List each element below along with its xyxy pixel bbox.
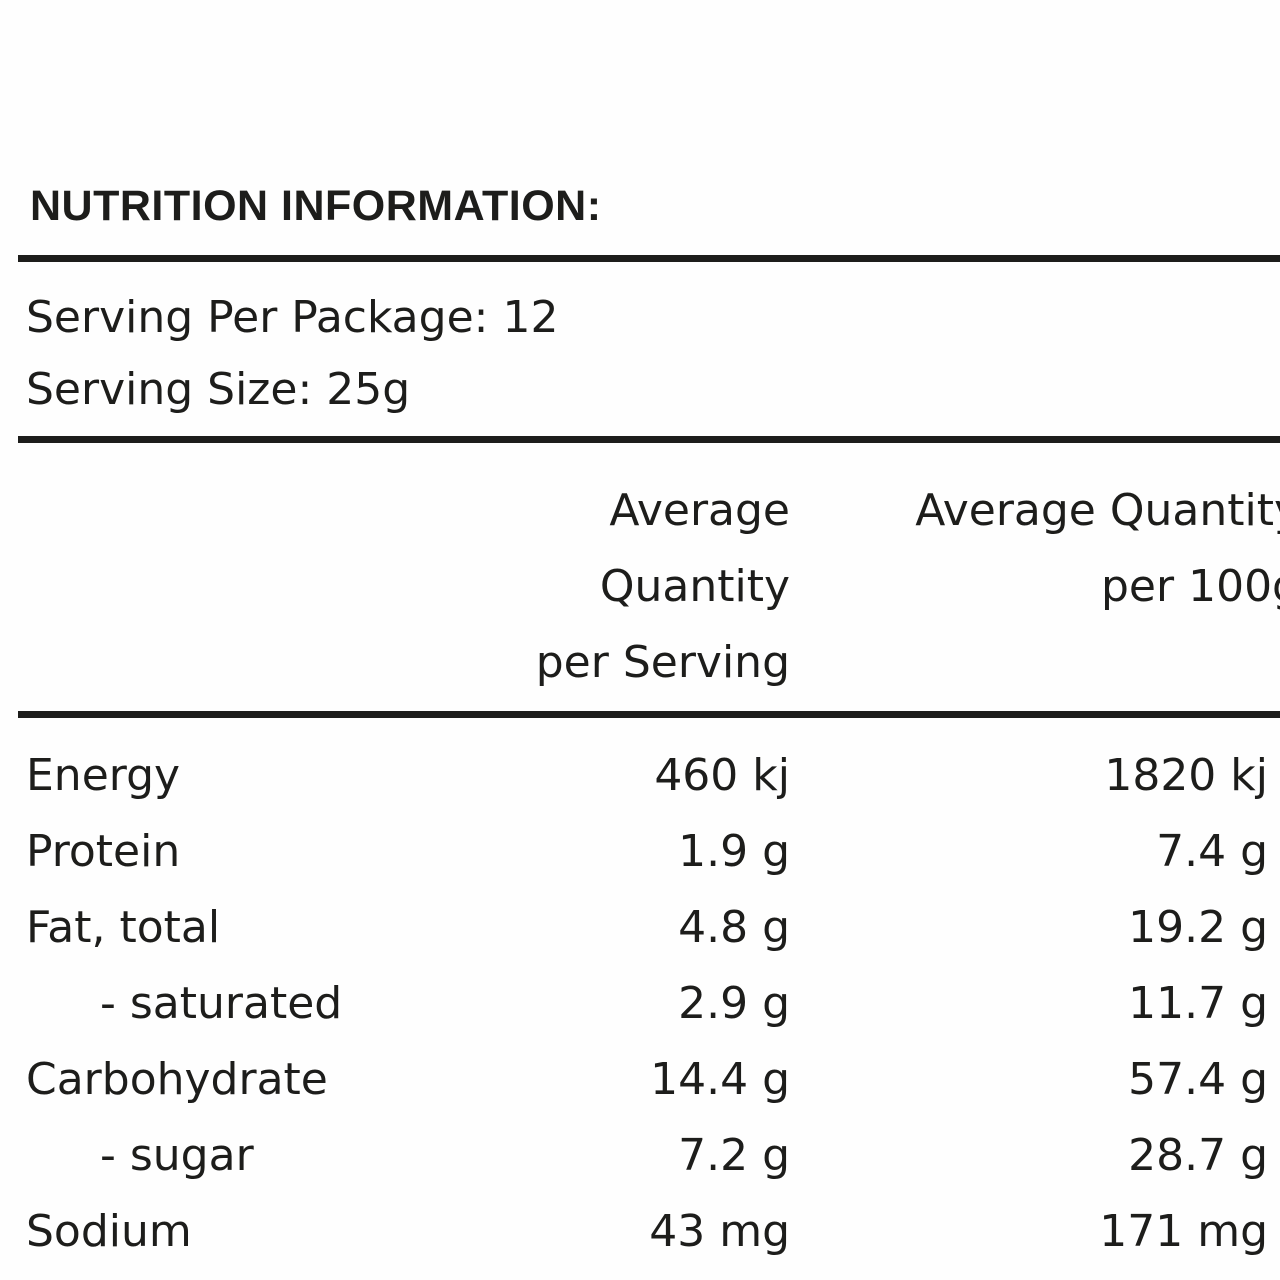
per-100g-value: 19.2 g	[1128, 902, 1268, 953]
table-header-row: Average Quantity per Serving Average Qua…	[0, 443, 1280, 711]
page-title: NUTRITION INFORMATION:	[30, 182, 602, 230]
divider-top	[18, 255, 1280, 262]
per-100g-value: 7.4 g	[1156, 826, 1268, 877]
nutrient-label: Fat, total	[26, 902, 221, 953]
nutrient-label: Carbohydrate	[26, 1054, 328, 1105]
serving-info: Serving Per Package: 12 Serving Size: 25…	[0, 262, 1280, 436]
header-per-serving-line2: per Serving	[535, 637, 790, 688]
header-per-serving: Average Quantity per Serving	[482, 473, 802, 701]
nutrient-label: - sugar	[100, 1130, 254, 1181]
per-serving-value: 43 mg	[649, 1206, 790, 1257]
nutrition-panel: NUTRITION INFORMATION: Serving Per Packa…	[0, 185, 1280, 1280]
per-100g-value: 1820 kj	[1104, 750, 1268, 801]
per-serving-value: 2.9 g	[678, 978, 790, 1029]
per-serving-value: 1.9 g	[678, 826, 790, 877]
nutrition-table-body: Energy 460 kj 1820 kj Protein 1.9 g 7.4 …	[0, 718, 1280, 1270]
table-row: Carbohydrate 14.4 g 57.4 g	[0, 1042, 1280, 1118]
nutrient-label: Protein	[26, 826, 181, 877]
header-spacer	[0, 473, 482, 701]
per-serving-value: 4.8 g	[678, 902, 790, 953]
table-row: Protein 1.9 g 7.4 g	[0, 814, 1280, 890]
header-per-100g-line1: Average Quantity	[915, 485, 1280, 536]
per-100g-value: 57.4 g	[1128, 1054, 1268, 1105]
nutrient-label: Energy	[26, 750, 181, 801]
divider-middle	[18, 436, 1280, 443]
divider-header	[18, 711, 1280, 718]
header-per-100g-line2: per 100g	[1101, 561, 1280, 612]
per-serving-value: 7.2 g	[678, 1130, 790, 1181]
per-100g-value: 11.7 g	[1128, 978, 1268, 1029]
header-per-100g: Average Quantity per 100g	[802, 473, 1280, 701]
per-100g-value: 28.7 g	[1128, 1130, 1268, 1181]
header-per-serving-line1: Average Quantity	[599, 485, 790, 612]
nutrient-label: - saturated	[100, 978, 343, 1029]
per-serving-value: 14.4 g	[650, 1054, 790, 1105]
table-row: Sodium 43 mg 171 mg	[0, 1194, 1280, 1270]
nutrient-label: Sodium	[26, 1206, 192, 1257]
table-row: - saturated 2.9 g 11.7 g	[0, 966, 1280, 1042]
per-serving-value: 460 kj	[654, 750, 790, 801]
serving-size: Serving Size: 25g	[26, 364, 411, 415]
table-row: Energy 460 kj 1820 kj	[0, 738, 1280, 814]
table-row: - sugar 7.2 g 28.7 g	[0, 1118, 1280, 1194]
table-row: Fat, total 4.8 g 19.2 g	[0, 890, 1280, 966]
serving-per-package: Serving Per Package: 12	[26, 292, 559, 343]
per-100g-value: 171 mg	[1099, 1206, 1268, 1257]
